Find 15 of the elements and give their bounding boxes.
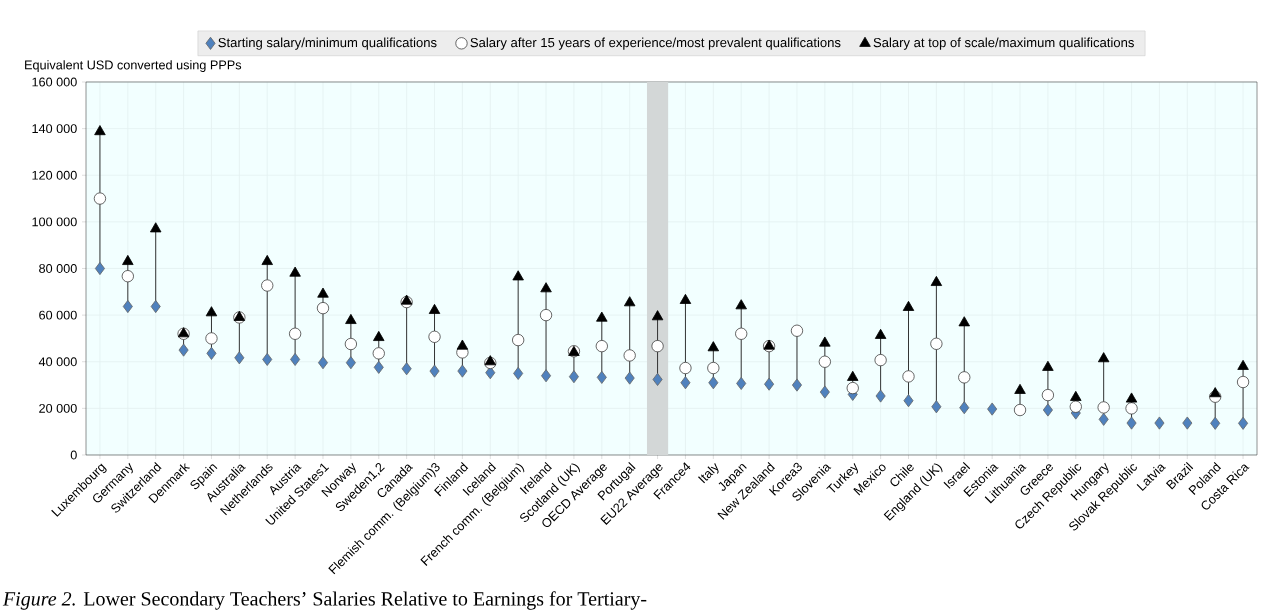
y-tick-label: 100 000 [32, 217, 77, 227]
y-tick-label: 40 000 [38, 357, 77, 367]
y-tick-label: 60 000 [39, 310, 77, 320]
legend-label: Salary at top of scale/maximum qualifications [873, 37, 1134, 50]
x-tick-label: Italy [698, 463, 719, 484]
y-tick-label: 80 000 [39, 264, 77, 273]
text: Figure 2. Lower Secondary Teachers’ Salaries Relative to Earnings for Tertiary- [2, 591, 647, 610]
y-tick-label: 160 000 [32, 77, 77, 87]
legend-label: Starting salary/minimum qualifications [218, 37, 437, 50]
y-tick-label: 0 [70, 450, 77, 460]
legend-label: Salary after 15 years of experience/most prevalent qualifications [470, 37, 841, 50]
y-tick-label: 140 000 [32, 124, 77, 134]
y-axis-title: Equivalent USD converted using PPPs [25, 60, 242, 72]
y-tick-label: 20 000 [39, 403, 77, 413]
y-tick-label: 120 000 [32, 170, 77, 180]
